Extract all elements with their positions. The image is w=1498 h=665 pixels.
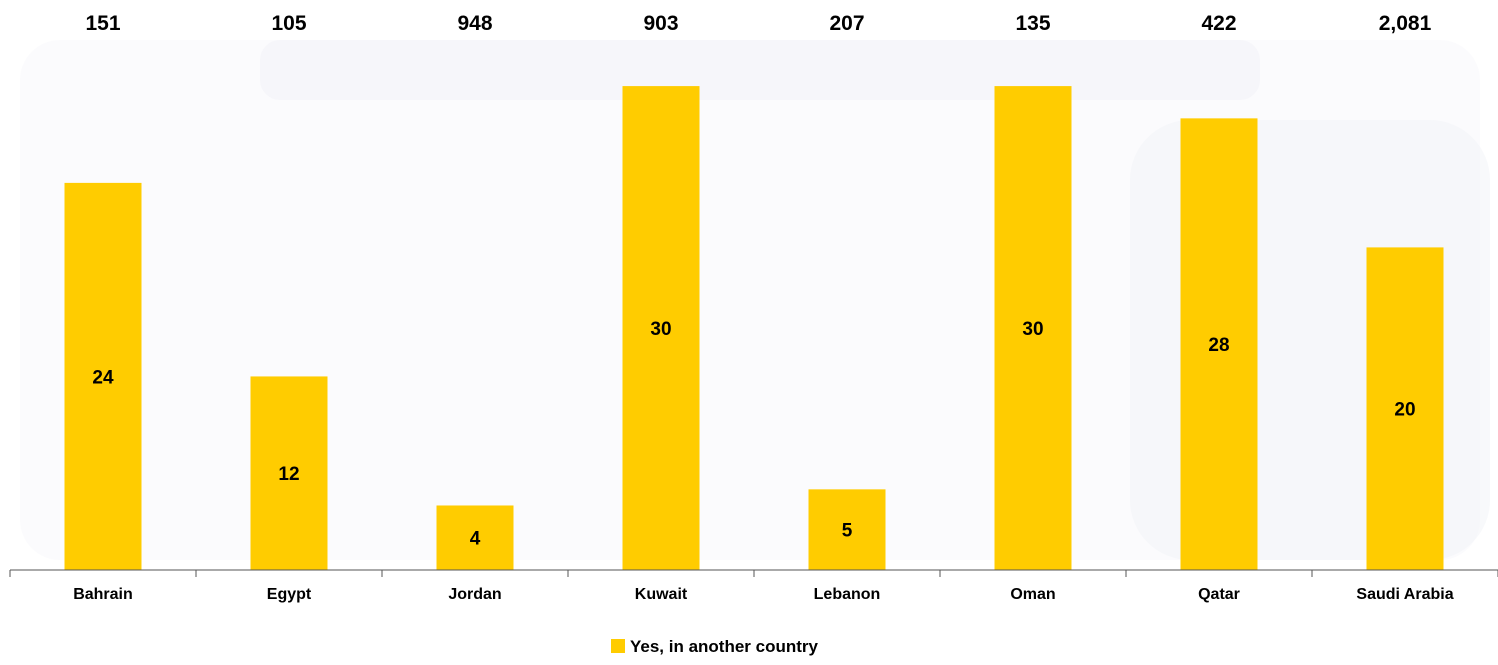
sample-size-label: 207 [829, 12, 864, 35]
background-decoration [20, 40, 1490, 560]
bar-value-label: 24 [92, 367, 114, 388]
bar-value-label: 12 [278, 464, 299, 485]
category-label: Lebanon [814, 586, 881, 603]
sample-size-label: 135 [1015, 12, 1050, 35]
bar [808, 489, 886, 570]
sample-size-labels: 151 105 948 903 207 135 422 2,081 [85, 12, 1431, 35]
bar [250, 376, 328, 570]
legend-swatch [611, 639, 625, 653]
bar-value-label: 20 [1394, 400, 1415, 421]
sample-size-label: 2,081 [1379, 12, 1432, 35]
category-labels: Bahrain Egypt Jordan Kuwait Lebanon Oman Qatar… [73, 586, 1453, 603]
bars [64, 86, 1444, 571]
category-label: Kuwait [635, 586, 688, 603]
bar [1366, 247, 1444, 570]
category-label: Egypt [267, 586, 312, 603]
bar-value-label: 4 [470, 529, 481, 550]
bar [994, 86, 1072, 570]
bar-value-label: 30 [1022, 319, 1043, 340]
bar-value-label: 30 [650, 319, 671, 340]
sample-size-label: 903 [643, 12, 678, 35]
bar [622, 86, 700, 570]
category-label: Bahrain [73, 586, 133, 603]
category-label: Qatar [1198, 586, 1240, 603]
bar [64, 182, 142, 570]
category-label: Oman [1010, 586, 1055, 603]
sample-size-label: 948 [457, 12, 492, 35]
legend: Yes, in another country [611, 637, 819, 656]
x-axis-ticks [9, 570, 1498, 577]
sample-size-label: 105 [271, 12, 306, 35]
bar-value-label: 5 [842, 521, 853, 542]
bar [436, 505, 514, 570]
category-label: Saudi Arabia [1356, 586, 1453, 603]
sample-size-label: 151 [85, 12, 120, 35]
bar-value-label: 28 [1208, 335, 1229, 356]
category-label: Jordan [448, 586, 501, 603]
legend-label: Yes, in another country [630, 637, 819, 656]
bar [1180, 118, 1258, 571]
bar-value-labels: 24 12 4 30 5 30 28 20 [92, 319, 1415, 550]
sample-size-label: 422 [1201, 12, 1236, 35]
